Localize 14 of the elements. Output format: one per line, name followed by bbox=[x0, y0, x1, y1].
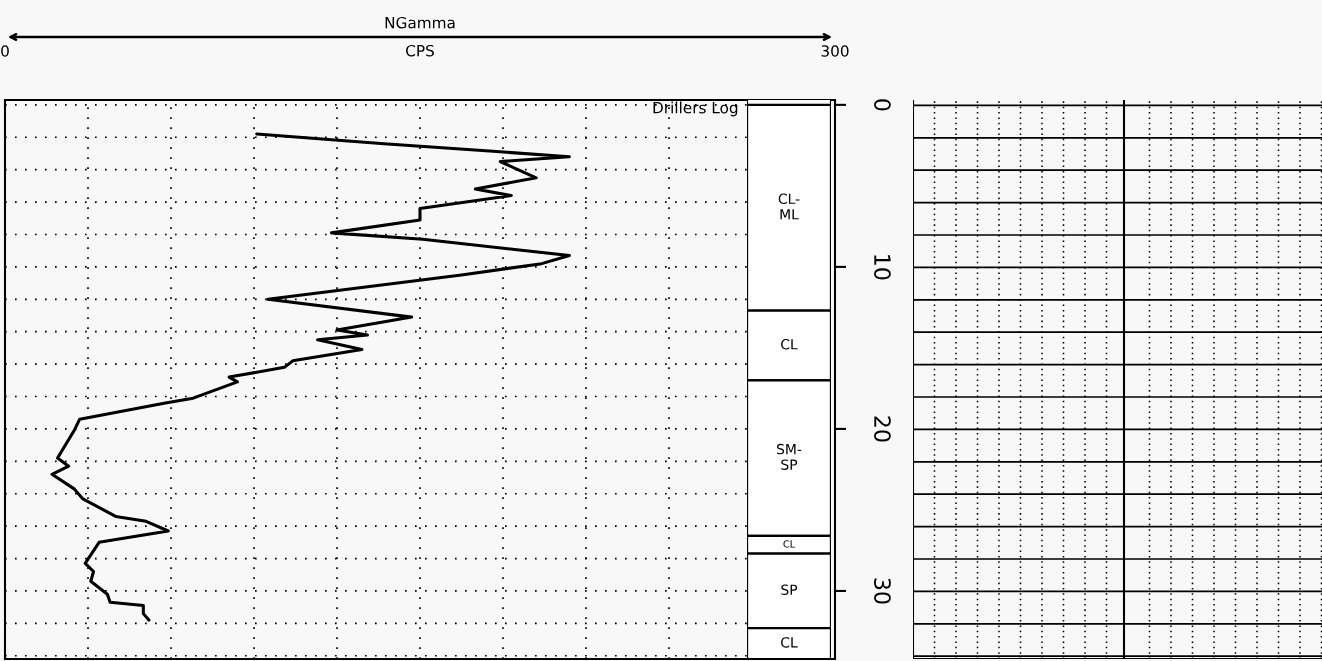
series-label: SM- SP bbox=[777, 443, 802, 470]
y-tick-label: 30 bbox=[874, 578, 891, 604]
series-label: CL bbox=[783, 540, 796, 548]
y-tick-label: 20 bbox=[874, 416, 891, 442]
chart-title: NGamma bbox=[385, 16, 455, 29]
y-tick-label: 0 bbox=[874, 99, 891, 111]
series-label: CL bbox=[781, 339, 798, 350]
series-label: CL- ML bbox=[778, 193, 800, 220]
chart-title: Drillers Log bbox=[653, 101, 738, 117]
x-tick-label: 300 bbox=[821, 45, 849, 57]
y-tick-label: 10 bbox=[874, 255, 891, 280]
series-label: CL bbox=[781, 637, 798, 648]
x-axis-title: CPS bbox=[406, 44, 434, 57]
series-label: SP bbox=[781, 584, 798, 595]
